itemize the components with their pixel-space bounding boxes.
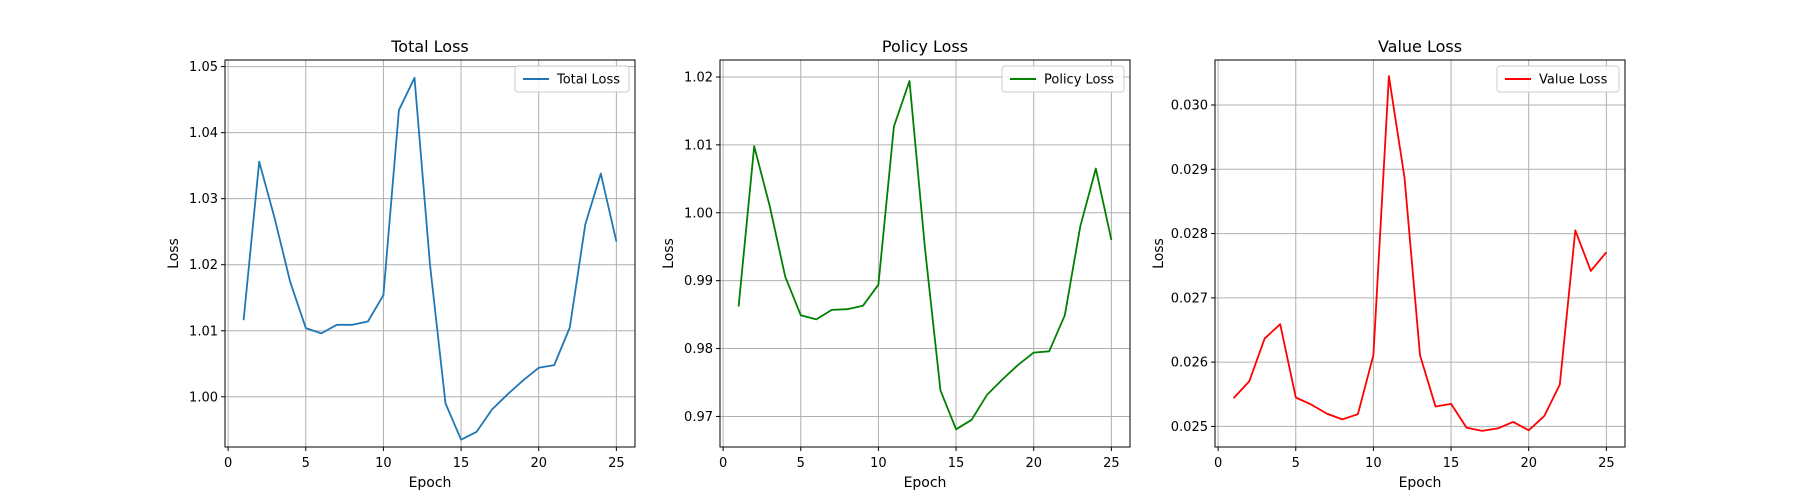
legend: Total Loss: [514, 65, 630, 93]
legend-box: [1496, 65, 1620, 93]
y-tick-label: 1.00: [684, 206, 713, 221]
y-tick-label: 1.01: [684, 138, 713, 153]
x-tick-label: 20: [1025, 456, 1042, 471]
x-tick-label: 5: [797, 456, 805, 471]
y-tick-label: 1.02: [189, 258, 218, 273]
y-tick-label: 1.05: [189, 60, 218, 75]
x-tick-label: 10: [1365, 456, 1382, 471]
chart-panel-3: 0 5 10 15 20 25 0.025 0.026 0.027 0.028 0.029 0.030…: [1151, 37, 1626, 491]
x-tick-label: 15: [948, 456, 965, 471]
y-tick-label: 1.00: [189, 390, 218, 405]
x-tick-label: 10: [870, 456, 887, 471]
y-tick-label: 1.04: [189, 126, 218, 141]
plot-frame: [224, 59, 636, 448]
chart-panel-2: 0 5 10 15 20 25 0.97 0.98 0.99 1.00 1.01 1.02 Policy…: [661, 37, 1131, 491]
y-tick-label: 0.028: [1171, 227, 1208, 242]
x-tick-label: 20: [530, 456, 547, 471]
y-tick-label: 0.99: [684, 274, 713, 289]
legend-label: Policy Loss: [1044, 73, 1114, 88]
y-axis-label: Loss: [1151, 238, 1167, 269]
chart-title: Value Loss: [1378, 37, 1462, 56]
x-tick-label: 15: [1443, 456, 1460, 471]
y-axis-label: Loss: [166, 238, 182, 269]
x-tick-label: 0: [1214, 456, 1222, 471]
y-tick-label: 0.030: [1171, 99, 1208, 114]
legend-box: [1001, 65, 1125, 93]
y-tick-label: 0.026: [1171, 356, 1208, 371]
series-line-1: [1232, 75, 1608, 432]
legend: Value Loss: [1496, 65, 1620, 93]
x-tick-label: 20: [1520, 456, 1537, 471]
x-tick-label: 15: [453, 456, 470, 471]
y-tick-label: 0.97: [684, 410, 713, 425]
x-axis-label: Epoch: [1399, 475, 1442, 491]
chart-title: Total Loss: [390, 37, 469, 56]
x-tick-label: 5: [1292, 456, 1300, 471]
y-axis-label: Loss: [661, 238, 677, 269]
legend-label: Total Loss: [556, 73, 620, 88]
x-axis-label: Epoch: [409, 475, 452, 491]
chart-title: Policy Loss: [882, 37, 968, 56]
x-tick-label: 10: [375, 456, 392, 471]
y-tick-label: 0.98: [684, 342, 713, 357]
legend-box: [514, 65, 630, 93]
y-tick-label: 0.027: [1171, 291, 1208, 306]
y-tick-label: 1.02: [684, 70, 713, 85]
series-line-1: [242, 76, 618, 441]
chart-panel-1: 0 5 10 15 20 25 1.00 1.01 1.02 1.03 1.04 1.05 Total …: [166, 37, 636, 491]
legend: Policy Loss: [1001, 65, 1125, 93]
x-tick-label: 25: [1103, 456, 1120, 471]
x-tick-label: 5: [302, 456, 310, 471]
series-line-1: [737, 80, 1113, 431]
plot-frame: [719, 59, 1131, 448]
legend-label: Value Loss: [1539, 73, 1608, 88]
y-tick-label: 0.025: [1171, 420, 1208, 435]
x-tick-label: 25: [1598, 456, 1615, 471]
y-tick-label: 1.01: [189, 324, 218, 339]
plot-frame: [1214, 59, 1626, 448]
x-axis-label: Epoch: [904, 475, 947, 491]
y-tick-label: 0.029: [1171, 163, 1208, 178]
x-tick-label: 25: [608, 456, 625, 471]
x-tick-label: 0: [224, 456, 232, 471]
y-tick-label: 1.03: [189, 192, 218, 207]
x-tick-label: 0: [719, 456, 727, 471]
